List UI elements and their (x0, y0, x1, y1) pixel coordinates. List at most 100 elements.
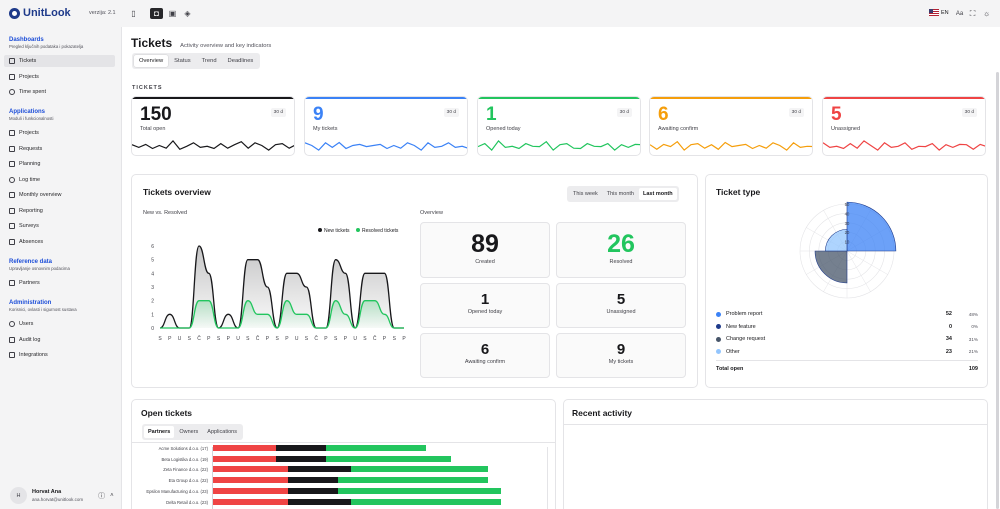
sidebar-item-reporting[interactable]: Reporting (4, 205, 115, 217)
bar-segment[interactable] (213, 466, 288, 473)
sidebar-item-log-time[interactable]: Log time (4, 174, 115, 186)
polar-segment[interactable] (846, 201, 897, 252)
sidebar-item-label: Absences (19, 239, 44, 245)
bar-segment[interactable] (213, 487, 288, 494)
bar-segment[interactable] (213, 455, 276, 462)
x-tick-label: P (285, 336, 289, 340)
kpi-card-total-open[interactable]: 150 Total open 30 d (131, 96, 295, 156)
bar-segment[interactable] (325, 445, 426, 451)
x-tick-label: U (178, 336, 182, 340)
legend-label[interactable]: Resolved tickets (362, 228, 399, 234)
panel-title: Ticket type (716, 187, 761, 197)
legend-dot (356, 228, 360, 232)
avatar: H (10, 487, 27, 504)
bar-segment[interactable] (288, 477, 338, 484)
bar-category-label: Epsilon Manufacturing d.o.o. (23) (146, 488, 208, 494)
language-switcher[interactable]: EN (929, 9, 949, 16)
sidebar-item-users[interactable]: Users (4, 318, 115, 330)
x-tick-label: S (217, 336, 221, 340)
kpi-card-my-tickets[interactable]: 9 My tickets 30 d (304, 96, 468, 156)
sidebar-item-app-projects[interactable]: Projects (4, 127, 115, 139)
sidebar-item-planning[interactable]: Planning (4, 158, 115, 170)
sidebar-item-audit-log[interactable]: Audit log (4, 334, 115, 346)
ticket-type-percent: 31% (968, 336, 978, 342)
ticket-type-row[interactable]: Other 23 21% (716, 347, 978, 357)
legend-label[interactable]: New tickets (324, 228, 350, 234)
sidebar-item-surveys[interactable]: Surveys (4, 220, 115, 232)
new-vs-resolved-chart: 0 1 2 3 4 5 6 S P U S Č P S P U S Č P S P U S Č P S P U S Č P S P New tic… (151, 228, 406, 340)
x-tick-label: Č (197, 335, 201, 340)
info-icon[interactable]: ⓘ (98, 492, 106, 500)
legend-dot (716, 324, 721, 329)
ticket-type-count: 52 (945, 311, 952, 317)
sidebar-item-integrations[interactable]: Integrations (4, 349, 115, 361)
range-last-month[interactable]: Last month (638, 188, 677, 200)
bar-segment[interactable] (338, 477, 488, 484)
app-logo[interactable]: UnitLook (9, 7, 71, 19)
headset-icon[interactable]: ◘ (150, 8, 163, 19)
sidebar-item-monthly-overview[interactable]: Monthly overview (4, 189, 115, 201)
bar-segment[interactable] (288, 487, 338, 494)
section-title[interactable]: Administration (9, 300, 52, 306)
tab-status[interactable]: Status (174, 58, 191, 64)
chevron-up-icon[interactable]: ˄ (110, 492, 114, 499)
section-title[interactable]: Reference data (9, 259, 53, 265)
ticket-type-panel: Ticket type 10 20 30 40 50 Problem report 52… (705, 174, 988, 388)
bar-segment[interactable] (338, 487, 501, 494)
tab-owners[interactable]: Owners (179, 429, 199, 435)
range-this-month[interactable]: This month (606, 191, 634, 197)
tab-trend[interactable]: Trend (201, 58, 217, 64)
tab-overview[interactable]: Overview (134, 55, 169, 67)
polar-segment[interactable] (825, 229, 848, 252)
fullscreen-icon[interactable]: ⛶ (969, 8, 976, 18)
bar-segment[interactable] (213, 477, 288, 484)
ticket-type-count: 34 (945, 336, 952, 342)
scrollbar[interactable] (996, 72, 999, 509)
range-this-week[interactable]: This week (573, 191, 598, 197)
bar-segment[interactable] (213, 445, 276, 451)
theme-icon[interactable]: ☼ (982, 9, 991, 18)
tab-applications[interactable]: Applications (207, 429, 237, 435)
sidebar-item-tickets[interactable]: Tickets (4, 55, 115, 67)
kpi-value: 9 (313, 104, 324, 125)
bar-segment[interactable] (350, 466, 488, 473)
kpi-card-unassigned[interactable]: 5 Unassigned 30 d (822, 96, 986, 156)
section-title[interactable]: Dashboards (9, 37, 44, 43)
sidebar-item-absences[interactable]: Absences (4, 236, 115, 248)
bar-segment[interactable] (288, 466, 351, 473)
bar-segment[interactable] (275, 445, 326, 451)
kpi-card-opened-today[interactable]: 1 Opened today 30 d (477, 96, 641, 156)
sidebar-item-time-spent[interactable]: Time spent (4, 86, 115, 98)
kpi-label: Unassigned (831, 126, 861, 132)
bar-segment[interactable] (213, 498, 288, 505)
section-title[interactable]: Applications (9, 109, 46, 115)
tab-deadlines[interactable]: Deadlines (227, 58, 254, 64)
kpi-accent (650, 97, 812, 99)
user-profile[interactable]: H Horvat Ana ana.horvat@unitlook.com ⓘ ˄ (10, 487, 114, 504)
ticket-type-row[interactable]: New feature 0 0% (716, 322, 978, 332)
bar-segment[interactable] (350, 498, 501, 505)
ticket-type-row[interactable]: Change request 34 31% (716, 334, 978, 344)
bar-segment[interactable] (288, 498, 351, 505)
x-tick-label: S (334, 336, 338, 340)
layers-icon[interactable]: ◈ (184, 9, 191, 18)
sidebar-item-partners[interactable]: Partners (4, 277, 115, 289)
bar-segment[interactable] (325, 455, 451, 462)
sidebar-section-dashboards: Dashboards Pregled ključnih podataka i p… (9, 37, 83, 49)
sidebar-item-requests[interactable]: Requests (4, 143, 115, 155)
ticket-type-row[interactable]: Problem report 52 48% (716, 309, 978, 319)
x-tick-label: P (207, 336, 211, 340)
sidebar-toggle-icon[interactable]: ▯ (131, 9, 136, 18)
stat-label: Resolved (609, 259, 633, 265)
font-size-icon[interactable]: Aa (955, 10, 964, 17)
briefcase-icon[interactable]: ▣ (168, 9, 177, 18)
page-tabs: Overview Status Trend Deadlines (132, 53, 261, 69)
kpi-card-awaiting-confirm[interactable]: 6 Awaiting confirm 30 d (649, 96, 813, 156)
stat-card-opened-today: 1 Opened today (420, 283, 550, 328)
bar-segment[interactable] (275, 455, 326, 462)
chart-icon (9, 208, 15, 214)
stat-card-created: 89 Created (420, 222, 550, 278)
tab-partners[interactable]: Partners (144, 426, 175, 438)
sidebar-item-projects[interactable]: Projects (4, 71, 115, 83)
polar-segment[interactable] (814, 250, 848, 284)
